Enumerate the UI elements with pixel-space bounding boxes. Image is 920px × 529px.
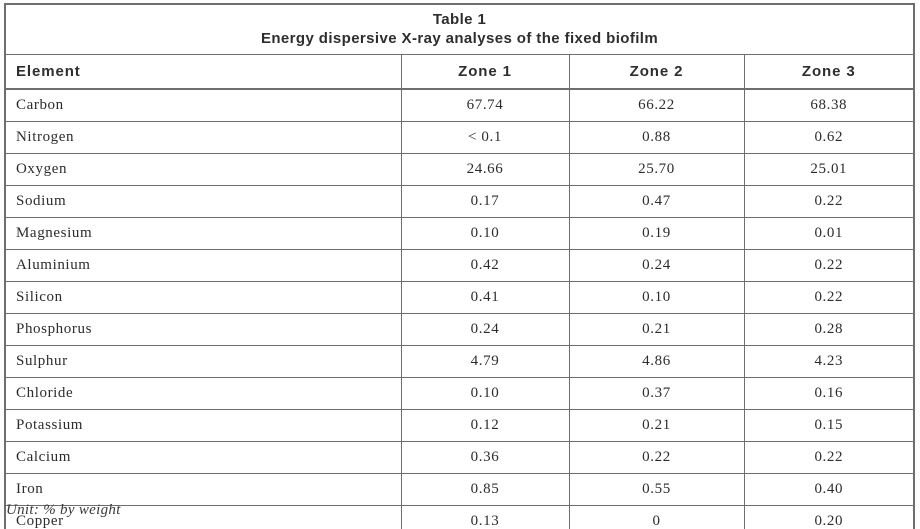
zone1-value-cell: 0.10 [400, 217, 570, 250]
unit-footnote: Unit: % by weight [6, 502, 121, 518]
zone1-value-cell: 0.42 [400, 249, 570, 282]
table-row: Phosphorus 0.24 0.21 0.28 [4, 313, 915, 346]
zone1-value-cell: 0.10 [400, 377, 570, 410]
element-cell: Chloride [4, 377, 402, 410]
table-title-row: Table 1 Energy dispersive X-ray analyses… [4, 3, 915, 55]
element-cell: Oxygen [4, 153, 402, 186]
table-row: Oxygen 24.66 25.70 25.01 [4, 153, 915, 186]
table-row: Carbon 67.74 66.22 68.38 [4, 88, 915, 122]
table-number: Table 1 [432, 11, 487, 28]
element-cell: Nitrogen [4, 121, 402, 154]
table-row: Iron 0.85 0.55 0.40 [4, 473, 915, 506]
zone1-value-cell: 4.79 [400, 345, 570, 378]
column-header-element: Element [4, 54, 402, 90]
element-cell: Sodium [4, 185, 402, 218]
element-cell: Calcium [4, 441, 402, 474]
table-row: Potassium 0.12 0.21 0.15 [4, 409, 915, 442]
element-cell: Magnesium [4, 217, 402, 250]
table-header-row: Element Zone 1 Zone 2 Zone 3 [4, 54, 915, 90]
zone2-value-cell: 25.70 [568, 153, 745, 186]
column-header-zone2: Zone 2 [568, 54, 745, 90]
zone2-value-cell: 0.88 [568, 121, 745, 154]
table-row: Chloride 0.10 0.37 0.16 [4, 377, 915, 410]
column-header-zone3: Zone 3 [743, 54, 915, 90]
element-cell: Iron [4, 473, 402, 506]
zone1-value-cell: 0.85 [400, 473, 570, 506]
zone3-value-cell: 0.40 [743, 473, 915, 506]
zone2-value-cell: 0.19 [568, 217, 745, 250]
zone3-value-cell: 0.22 [743, 281, 915, 314]
column-header-zone1: Zone 1 [400, 54, 570, 90]
zone3-value-cell: 68.38 [743, 88, 915, 122]
zone3-value-cell: 25.01 [743, 153, 915, 186]
table-row: Sulphur 4.79 4.86 4.23 [4, 345, 915, 378]
element-cell: Aluminium [4, 249, 402, 282]
zone2-value-cell: 0.10 [568, 281, 745, 314]
zone2-value-cell: 4.86 [568, 345, 745, 378]
edx-analysis-table: Table 1 Energy dispersive X-ray analyses… [4, 3, 916, 529]
element-cell: Potassium [4, 409, 402, 442]
element-cell: Copper [4, 505, 402, 529]
table-row: Sodium 0.17 0.47 0.22 [4, 185, 915, 218]
zone1-value-cell: 0.12 [400, 409, 570, 442]
zone2-value-cell: 0.21 [568, 313, 745, 346]
zone2-value-cell: 0.37 [568, 377, 745, 410]
zone1-value-cell: 24.66 [400, 153, 570, 186]
table-row: Calcium 0.36 0.22 0.22 [4, 441, 915, 474]
zone3-value-cell: 0.20 [743, 505, 915, 529]
table-row: Silicon 0.41 0.10 0.22 [4, 281, 915, 314]
zone2-value-cell: 0.21 [568, 409, 745, 442]
table-row: Aluminium 0.42 0.24 0.22 [4, 249, 915, 282]
element-cell: Carbon [4, 88, 402, 122]
element-cell: Sulphur [4, 345, 402, 378]
zone1-value-cell: < 0.1 [400, 121, 570, 154]
zone2-value-cell: 0.55 [568, 473, 745, 506]
zone2-value-cell: 0.22 [568, 441, 745, 474]
zone3-value-cell: 0.01 [743, 217, 915, 250]
zone2-value-cell: 66.22 [568, 88, 745, 122]
zone3-value-cell: 0.28 [743, 313, 915, 346]
zone1-value-cell: 0.36 [400, 441, 570, 474]
element-cell: Phosphorus [4, 313, 402, 346]
zone2-value-cell: 0.24 [568, 249, 745, 282]
zone1-value-cell: 67.74 [400, 88, 570, 122]
zone2-value-cell: 0.47 [568, 185, 745, 218]
zone3-value-cell: 0.22 [743, 441, 915, 474]
zone3-value-cell: 0.22 [743, 249, 915, 282]
element-cell: Silicon [4, 281, 402, 314]
table-row: Magnesium 0.10 0.19 0.01 [4, 217, 915, 250]
table-row: Nitrogen < 0.1 0.88 0.62 [4, 121, 915, 154]
zone1-value-cell: 0.24 [400, 313, 570, 346]
table-row: Copper 0.13 0 0.20 [4, 505, 915, 529]
zone1-value-cell: 0.13 [400, 505, 570, 529]
zone3-value-cell: 0.15 [743, 409, 915, 442]
zone1-value-cell: 0.17 [400, 185, 570, 218]
zone3-value-cell: 4.23 [743, 345, 915, 378]
zone3-value-cell: 0.22 [743, 185, 915, 218]
zone2-value-cell: 0 [568, 505, 745, 529]
zone1-value-cell: 0.41 [400, 281, 570, 314]
zone3-value-cell: 0.62 [743, 121, 915, 154]
table-title-block: Table 1 Energy dispersive X-ray analyses… [4, 3, 915, 55]
table-subtitle: Energy dispersive X-ray analyses of the … [260, 30, 659, 47]
zone3-value-cell: 0.16 [743, 377, 915, 410]
